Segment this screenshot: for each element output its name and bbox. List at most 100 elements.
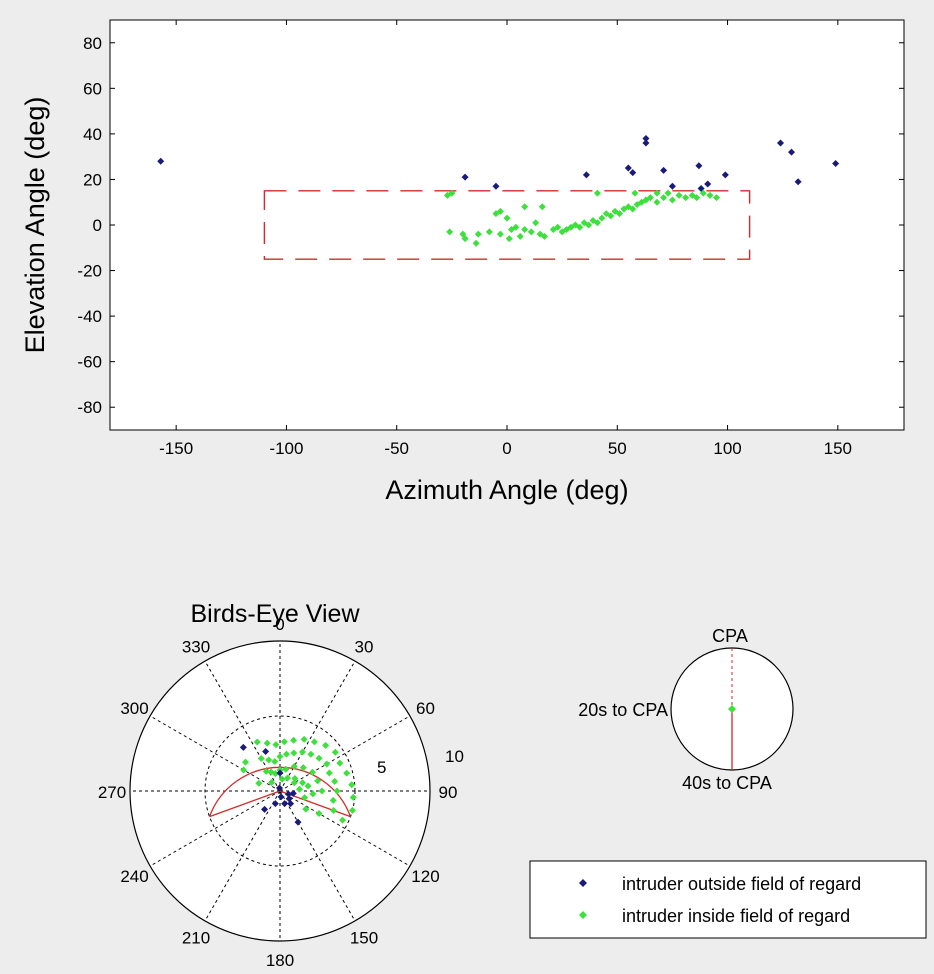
polar-angle-labels: 0 30 60 90 120 150 180 210 240 270 300 330 bbox=[98, 615, 458, 970]
point-outside bbox=[704, 180, 712, 188]
point-outside bbox=[832, 160, 840, 167]
polar-spoke bbox=[279, 715, 411, 792]
point-inside bbox=[540, 232, 548, 240]
polar-spoke bbox=[279, 790, 356, 922]
point-inside bbox=[527, 228, 535, 236]
x-tick-label: -150 bbox=[159, 439, 193, 458]
polar-point-inside bbox=[299, 764, 307, 772]
y-tick-label: -40 bbox=[77, 307, 102, 326]
polar-point-inside bbox=[322, 741, 330, 749]
polar-point-inside bbox=[271, 757, 279, 765]
polar-data-points bbox=[239, 735, 357, 826]
point-inside bbox=[699, 189, 707, 197]
point-outside bbox=[788, 148, 796, 156]
point-inside bbox=[512, 223, 520, 231]
x-tick-label: 0 bbox=[502, 439, 511, 458]
polar-point-inside bbox=[318, 787, 326, 795]
polar-point-inside bbox=[333, 787, 341, 795]
polar-angle-label: 90 bbox=[439, 783, 458, 802]
polar-angle-label: 30 bbox=[355, 638, 374, 657]
point-inside bbox=[532, 219, 540, 227]
polar-point-inside bbox=[336, 759, 344, 767]
birds-eye-view-chart: Birds-Eye View 0 30 60 90 120 150 180 210 240 270… bbox=[98, 600, 464, 970]
y-tick-label: -60 bbox=[77, 353, 102, 372]
point-inside bbox=[496, 207, 504, 215]
field-of-regard-box bbox=[263, 190, 751, 260]
point-outside bbox=[668, 182, 676, 190]
point-inside bbox=[485, 228, 493, 236]
legend: intruder outside field of regard intrude… bbox=[529, 860, 927, 939]
point-inside bbox=[521, 226, 529, 234]
x-tick-label: -50 bbox=[384, 439, 409, 458]
point-inside bbox=[682, 194, 690, 202]
polar-point-inside bbox=[299, 779, 307, 787]
x-tick-label: -100 bbox=[269, 439, 303, 458]
polar-point-inside bbox=[290, 762, 298, 770]
y-tick-label: 20 bbox=[83, 170, 102, 189]
data-points bbox=[157, 134, 840, 247]
polar-point-inside bbox=[302, 805, 310, 813]
polar-point-inside bbox=[278, 775, 286, 783]
point-inside bbox=[554, 223, 562, 231]
polar-point-inside bbox=[262, 767, 270, 775]
polar-point-inside bbox=[257, 755, 265, 763]
point-inside bbox=[585, 221, 593, 229]
polar-point-inside bbox=[315, 810, 323, 817]
polar-point-inside bbox=[330, 806, 338, 814]
point-inside bbox=[675, 191, 683, 199]
polar-point-inside bbox=[295, 785, 303, 793]
polar-point-inside bbox=[348, 806, 356, 814]
polar-point-inside bbox=[349, 793, 357, 801]
elevation-azimuth-chart: -150 -100 -50 0 50 100 150 -80 -60 -40 -20 0 20 40 60 8… bbox=[20, 19, 905, 505]
point-inside bbox=[516, 232, 524, 240]
cpa-current-marker bbox=[728, 705, 736, 713]
polar-point-inside bbox=[343, 769, 351, 777]
polar-point-inside bbox=[331, 777, 339, 785]
polar-point-outside bbox=[271, 800, 279, 808]
legend-box bbox=[529, 860, 927, 939]
point-outside bbox=[660, 166, 668, 174]
polar-point-inside bbox=[309, 790, 317, 798]
y-tick-label: 80 bbox=[83, 34, 102, 53]
polar-point-inside bbox=[242, 758, 250, 766]
polar-point-outside bbox=[261, 805, 269, 813]
point-inside bbox=[503, 214, 511, 222]
y-tick-label: 60 bbox=[83, 79, 102, 98]
polar-point-outside bbox=[281, 800, 289, 808]
polar-point-inside bbox=[290, 736, 298, 744]
point-outside bbox=[721, 171, 729, 179]
point-outside bbox=[582, 171, 590, 179]
x-tick-label: 100 bbox=[713, 439, 741, 458]
polar-angle-label: 0 bbox=[275, 615, 284, 634]
polar-point-inside bbox=[276, 753, 284, 760]
polar-spoke bbox=[279, 660, 356, 792]
legend-marker-inside bbox=[579, 911, 587, 919]
polar-point-inside bbox=[310, 738, 318, 746]
point-outside bbox=[624, 164, 632, 172]
polar-point-inside bbox=[291, 774, 299, 782]
point-inside bbox=[472, 239, 480, 247]
polar-point-outside bbox=[239, 743, 247, 751]
polar-point-inside bbox=[314, 777, 322, 785]
y-tick-label: -80 bbox=[77, 398, 102, 417]
point-outside bbox=[794, 178, 802, 186]
polar-point-inside bbox=[253, 738, 261, 746]
polar-point-outside bbox=[277, 793, 285, 801]
polar-point-inside bbox=[325, 769, 333, 777]
point-inside bbox=[607, 212, 615, 220]
axis-ticks: -150 -100 -50 0 50 100 150 -80 -60 -40 -20 0 20 40 60 8… bbox=[77, 20, 904, 458]
point-inside bbox=[505, 235, 513, 243]
x-axis-label: Azimuth Angle (deg) bbox=[385, 475, 628, 505]
polar-title: Birds-Eye View bbox=[190, 600, 360, 628]
point-inside bbox=[615, 210, 623, 218]
legend-label-inside: intruder inside field of regard bbox=[622, 906, 850, 926]
polar-point-inside bbox=[290, 749, 298, 757]
polar-point-inside bbox=[272, 741, 280, 749]
point-outside bbox=[642, 139, 650, 147]
polar-point-outside bbox=[285, 795, 293, 803]
polar-point-inside bbox=[240, 766, 248, 774]
point-inside bbox=[446, 228, 454, 236]
y-tick-label: -20 bbox=[77, 262, 102, 281]
y-tick-label: 40 bbox=[83, 125, 102, 144]
